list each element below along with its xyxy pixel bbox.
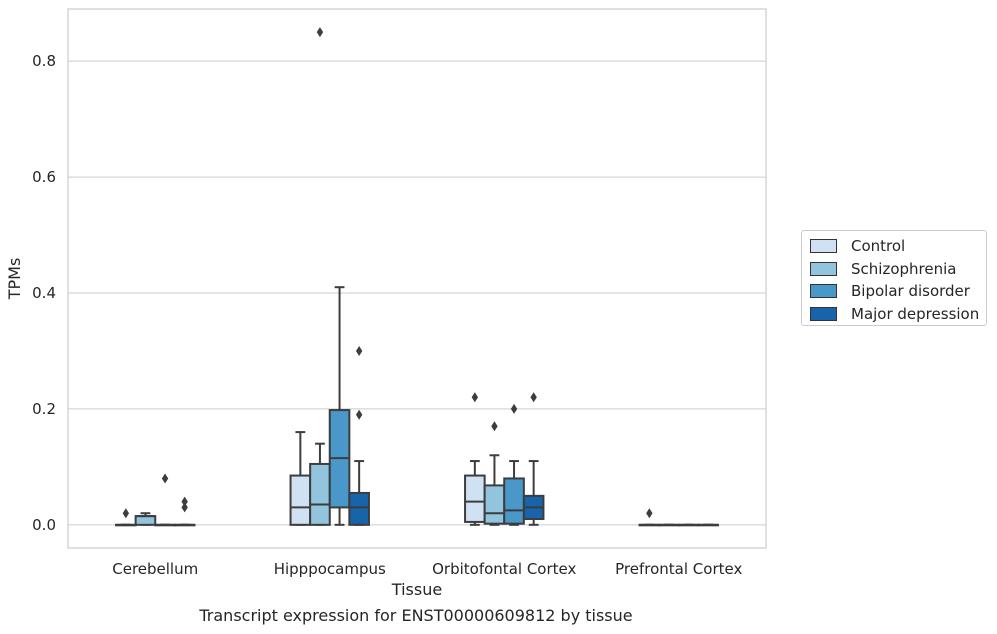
legend-label-schizophrenia: Schizophrenia [851, 259, 957, 278]
outlier-point [530, 392, 537, 403]
outlier-point [355, 409, 363, 420]
outlier-point [122, 508, 130, 519]
y-tick-label: 0.4 [32, 284, 56, 302]
legend-item-major-depression: Major depression [810, 303, 986, 326]
y-tick-label: 0.8 [32, 52, 56, 70]
outlier-point [471, 392, 479, 403]
legend-label-bipolar-disorder: Bipolar disorder [851, 282, 970, 301]
outlier-point [491, 421, 498, 432]
y-tick-label: 0.0 [32, 516, 56, 534]
x-tick-label: Orbitofontal Cortex [432, 560, 576, 578]
box [134, 515, 157, 526]
plot-area-border [67, 8, 767, 549]
legend-swatch-bipolar-disorder [810, 284, 837, 299]
outlier-point [510, 403, 518, 414]
legend-item-schizophrenia: Schizophrenia [810, 258, 986, 281]
box [503, 477, 525, 525]
box [464, 474, 486, 523]
y-tick-label: 0.6 [32, 168, 56, 186]
legend-swatch-control [810, 239, 837, 254]
chart-legend: Control Schizophrenia Bipolar disorder M… [801, 230, 987, 326]
outlier-point [181, 496, 188, 507]
y-tick-label: 0.2 [32, 400, 56, 418]
legend-item-control: Control [810, 235, 986, 258]
x-tick-label: Cerebellum [112, 560, 198, 578]
outlier-point [161, 473, 169, 484]
legend-swatch-major-depression [810, 306, 837, 321]
outlier-point [355, 345, 363, 356]
outlier-point [646, 508, 653, 519]
chart-caption: Transcript expression for ENST0000060981… [199, 606, 633, 625]
legend-label-major-depression: Major depression [851, 304, 980, 323]
outlier-point [316, 27, 324, 38]
legend-label-control: Control [851, 237, 906, 256]
x-tick-label: Hipppocampus [274, 560, 386, 578]
outlier-point [181, 502, 188, 513]
x-axis-label: Tissue [391, 580, 442, 599]
y-axis-label: TPMs [5, 258, 24, 301]
x-tick-label: Prefrontal Cortex [615, 560, 742, 578]
box [348, 491, 370, 526]
box [309, 462, 331, 526]
box [483, 484, 506, 525]
legend-swatch-schizophrenia [810, 261, 837, 276]
legend-item-bipolar-disorder: Bipolar disorder [810, 280, 986, 303]
box [289, 474, 312, 526]
